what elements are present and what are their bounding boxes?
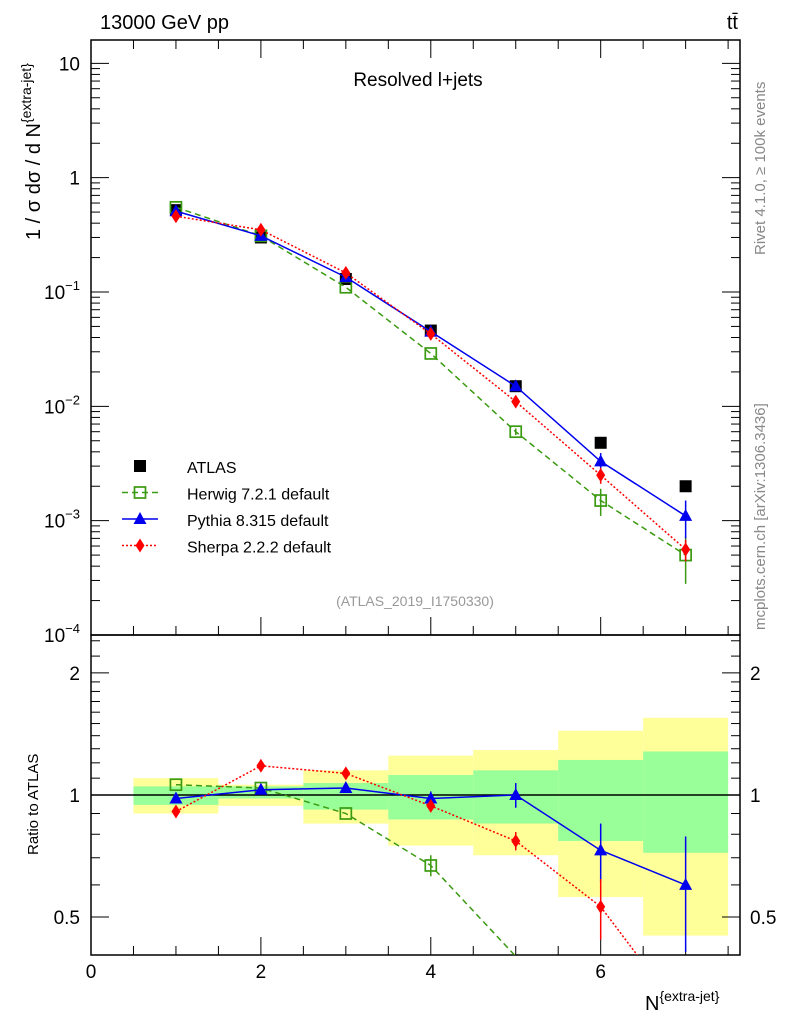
x-tick-label: 6 bbox=[595, 962, 606, 983]
ratio-point bbox=[426, 798, 436, 813]
data-point bbox=[509, 379, 523, 392]
analysis-id: (ATLAS_2019_I1750330) bbox=[336, 593, 494, 609]
data-point bbox=[679, 508, 693, 521]
rivet-label: Rivet 4.1.0, ≥ 100k events bbox=[752, 82, 769, 255]
data-point bbox=[509, 425, 523, 439]
ratio-point bbox=[679, 877, 693, 890]
data-point bbox=[594, 494, 608, 507]
data-point bbox=[679, 480, 692, 493]
data-point bbox=[681, 542, 691, 557]
ratio-y-tick-label-right: 0.5 bbox=[750, 908, 776, 929]
main-y-tick-label: 10 bbox=[59, 54, 80, 75]
svg-text:1 / σ dσ / d N{extra-jet}: 1 / σ dσ / d N{extra-jet} bbox=[18, 63, 45, 240]
ratio-band-stat bbox=[643, 751, 729, 853]
ratio-series-sherpa bbox=[171, 758, 639, 955]
ratio-y-tick-label: 1 bbox=[69, 786, 80, 807]
data-point bbox=[511, 394, 521, 409]
xlabel-sup: {extra-jet} bbox=[659, 988, 719, 1004]
main-ylabel: 1 / σ dσ / d N bbox=[23, 123, 45, 240]
data-point bbox=[426, 326, 436, 341]
main-y-axis-label: 1 / σ dσ / d N{extra-jet} bbox=[18, 63, 45, 240]
ratio-ylabel: Ratio to ATLAS bbox=[25, 754, 42, 855]
ratio-point bbox=[424, 791, 438, 804]
main-y-tick-label: 10−3 bbox=[44, 507, 80, 533]
series-line bbox=[175, 210, 687, 517]
ratio-point bbox=[254, 782, 268, 795]
ratio-series-group bbox=[169, 758, 693, 955]
main-ylabel-sup: {extra-jet} bbox=[18, 63, 34, 123]
ratio-y-tick-label-right: 1 bbox=[750, 786, 761, 807]
main-y-tick-label: 10−4 bbox=[44, 621, 80, 647]
ratio-y-tick-label: 0.5 bbox=[54, 908, 80, 929]
series-sherpa bbox=[171, 209, 691, 562]
legend-entry: Herwig 7.2.1 default bbox=[122, 486, 330, 504]
legend-marker bbox=[133, 486, 147, 499]
x-tick-label: 2 bbox=[256, 962, 267, 983]
data-point bbox=[596, 468, 606, 483]
ratio-point bbox=[511, 833, 521, 848]
data-point bbox=[256, 222, 266, 237]
legend-entry: Sherpa 2.2.2 default bbox=[122, 538, 332, 557]
ratio-point bbox=[339, 807, 353, 820]
legend-marker bbox=[133, 512, 147, 524]
legend-label: ATLAS bbox=[187, 460, 237, 477]
data-point bbox=[594, 436, 607, 449]
ratio-point bbox=[171, 804, 181, 819]
main-y-tick-label: 10−1 bbox=[44, 278, 80, 304]
ratio-point bbox=[509, 787, 523, 800]
ratio-y-tick-label-right: 2 bbox=[750, 664, 761, 685]
ratio-series-pythia bbox=[169, 781, 693, 952]
ratio-y-tick-label: 2 bbox=[69, 664, 80, 685]
legend-label: Herwig 7.2.1 default bbox=[187, 487, 330, 504]
main-y-tick-label: 10−2 bbox=[44, 392, 80, 418]
chart-title: Resolved l+jets bbox=[353, 70, 482, 91]
ratio-point bbox=[596, 899, 606, 914]
x-tick-label: 4 bbox=[426, 962, 437, 983]
main-y-tick-label: 1 bbox=[69, 169, 80, 190]
x-axis-label: N{extra-jet} bbox=[645, 988, 720, 1015]
data-point bbox=[171, 209, 181, 224]
legend-marker bbox=[135, 538, 145, 553]
ratio-point bbox=[341, 766, 351, 781]
data-point bbox=[341, 265, 351, 280]
ratio-point bbox=[339, 781, 353, 794]
ratio-point bbox=[594, 843, 608, 856]
xlabel: N bbox=[645, 993, 659, 1015]
ratio-point bbox=[256, 758, 266, 773]
data-point bbox=[424, 347, 438, 360]
mcplots-label: mcplots.cern.ch [arXiv:1306.3436] bbox=[752, 403, 769, 630]
header-left: 13000 GeV pp bbox=[100, 12, 229, 34]
ratio-point bbox=[424, 859, 438, 872]
legend-entry: ATLAS bbox=[134, 460, 237, 477]
header-right: tt̄ bbox=[727, 12, 739, 34]
ratio-point bbox=[169, 778, 183, 792]
legend-marker bbox=[134, 460, 146, 472]
x-tick-label: 0 bbox=[86, 962, 97, 983]
legend-label: Pythia 8.315 default bbox=[187, 513, 329, 530]
legend-label: Sherpa 2.2.2 default bbox=[187, 540, 332, 557]
data-point bbox=[594, 454, 608, 467]
ratio-point bbox=[169, 791, 183, 804]
legend-entry: Pythia 8.315 default bbox=[122, 512, 329, 530]
